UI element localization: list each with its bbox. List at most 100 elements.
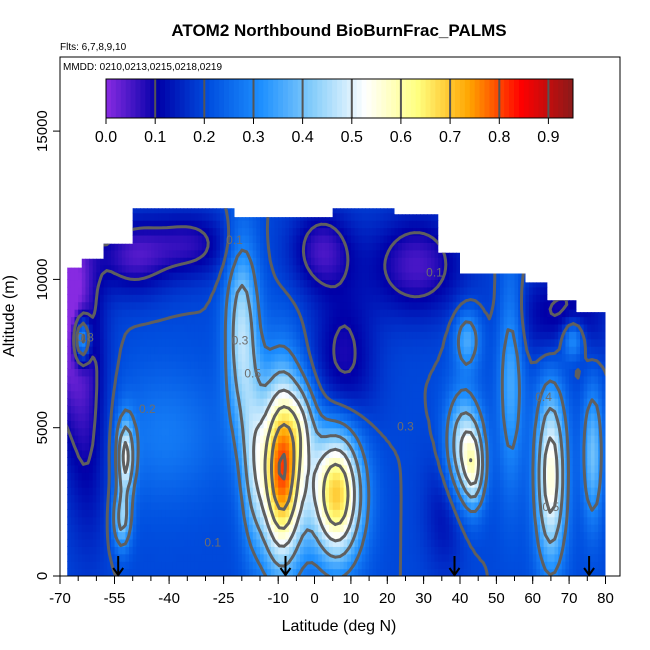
- heat-cell: [365, 398, 370, 407]
- heat-cell: [81, 294, 87, 303]
- heat-cell: [383, 286, 388, 295]
- heat-cell: [194, 516, 199, 525]
- heat-cell: [245, 323, 250, 332]
- heat-cell: [60, 524, 64, 532]
- heat-cell: [394, 479, 399, 488]
- heat-cell: [325, 464, 330, 473]
- heat-cell: [354, 501, 359, 510]
- heat-cell: [343, 494, 348, 503]
- heat-cell: [158, 390, 163, 399]
- heat-cell: [165, 190, 169, 198]
- heat-cell: [67, 435, 72, 444]
- heat-cell: [296, 323, 301, 332]
- heat-cell: [230, 516, 236, 525]
- heat-cell: [67, 323, 68, 332]
- heat-cell: [205, 198, 209, 206]
- heat-cell: [256, 360, 261, 369]
- heat-cell: [260, 220, 265, 229]
- heat-cell: [223, 509, 228, 518]
- heat-cell: [220, 257, 225, 266]
- heat-cell: [365, 279, 370, 288]
- heat-cell: [220, 249, 225, 258]
- heat-cell: [256, 553, 261, 562]
- flights-subtitle: Flts: 6,7,8,9,10: [60, 42, 127, 53]
- heat-cell: [180, 472, 185, 481]
- heat-cell: [85, 190, 89, 198]
- heat-cell: [165, 405, 170, 414]
- heat-cell: [390, 457, 396, 466]
- heat-cell: [285, 208, 290, 214]
- heat-cell: [321, 346, 327, 355]
- heat-cell: [147, 375, 152, 384]
- heat-cell: [89, 420, 94, 429]
- heat-cell: [350, 390, 356, 399]
- heat-cell: [187, 412, 192, 421]
- heat-cell: [245, 412, 250, 421]
- heat-cell: [176, 420, 181, 429]
- heat-cell: [67, 212, 72, 221]
- heat-cell: [234, 479, 239, 488]
- heat-cell: [180, 568, 185, 577]
- heat-cell: [350, 346, 356, 355]
- heat-cell: [172, 227, 177, 236]
- heat-cell: [92, 242, 97, 251]
- heat-cell: [252, 375, 257, 384]
- heat-cell: [361, 316, 367, 325]
- heat-cell: [183, 227, 188, 236]
- heat-cell: [249, 227, 254, 236]
- heat-cell: [216, 346, 221, 355]
- heat-cell: [180, 301, 185, 310]
- heat-cell: [132, 227, 137, 236]
- heat-cell: [369, 227, 374, 236]
- heat-cell: [150, 457, 156, 466]
- heat-cell: [147, 412, 152, 421]
- heat-cell: [70, 368, 76, 377]
- heat-cell: [354, 331, 359, 340]
- heat-cell: [310, 568, 316, 577]
- heat-cell: [136, 546, 141, 555]
- heat-cell: [245, 309, 250, 318]
- heat-cell: [383, 368, 388, 377]
- heat-cell: [373, 198, 377, 206]
- heat-cell: [121, 546, 127, 555]
- heat-cell: [60, 339, 64, 347]
- heat-cell: [275, 198, 279, 206]
- heat-cell: [238, 561, 243, 570]
- heat-cell: [114, 331, 119, 340]
- heat-cell: [256, 323, 261, 332]
- heat-cell: [329, 331, 334, 340]
- heat-cell: [238, 368, 243, 377]
- heat-cell: [263, 279, 268, 288]
- heat-cell: [60, 443, 64, 451]
- heat-cell: [376, 487, 381, 496]
- heat-cell: [354, 390, 359, 399]
- heat-cell: [190, 375, 196, 384]
- heat-cell: [107, 331, 112, 340]
- heat-cell: [329, 353, 334, 362]
- heat-cell: [300, 420, 305, 429]
- heat-cell: [190, 353, 196, 362]
- heat-cell: [336, 264, 341, 273]
- heat-cell: [256, 353, 261, 362]
- heat-cell: [252, 212, 257, 221]
- heat-cell: [165, 509, 170, 518]
- heat-cell: [132, 405, 137, 414]
- heat-cell: [343, 390, 348, 399]
- heat-cell: [110, 464, 116, 473]
- heat-cell: [227, 272, 232, 281]
- heat-cell: [85, 383, 90, 392]
- heat-cell: [114, 509, 119, 518]
- heat-cell: [369, 331, 374, 340]
- heat-cell: [125, 435, 130, 444]
- heat-cell: [256, 479, 261, 488]
- heat-cell: [74, 538, 79, 547]
- heat-cell: [281, 309, 287, 318]
- heat-cell: [85, 487, 90, 496]
- heat-cell: [387, 338, 392, 347]
- heat-cell: [78, 509, 83, 518]
- heat-cell: [212, 464, 217, 473]
- heat-cell: [343, 331, 348, 340]
- heat-cell: [252, 264, 257, 273]
- heat-cell: [278, 316, 283, 325]
- heat-cell: [209, 368, 214, 377]
